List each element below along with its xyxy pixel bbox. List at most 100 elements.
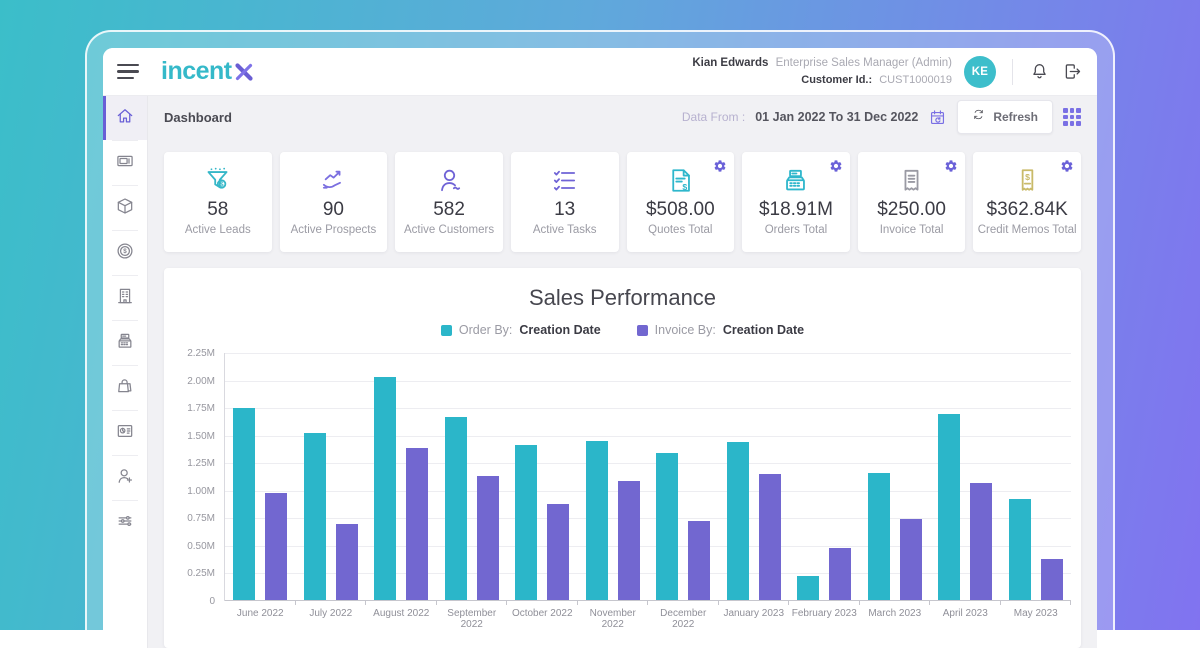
legend-prefix: Order By: [459,323,513,337]
kpi-value: $508.00 [627,199,735,221]
bar-group-may-2023 [1001,353,1072,601]
x-tick-label: April 2023 [930,601,1001,630]
grid-apps-icon[interactable] [1063,108,1081,126]
x-tick-label: February 2023 [789,601,860,630]
bar[interactable] [515,445,537,602]
bar[interactable] [586,441,608,601]
bar[interactable] [445,417,467,601]
crm-card-icon [115,151,135,176]
svg-text:$: $ [682,181,687,191]
x-tick-label: May 2023 [1001,601,1072,630]
sidebar-item-building[interactable] [103,276,147,320]
date-from-label: Data From : [682,110,745,124]
x-tick-label: June 2022 [225,601,296,630]
date-range-value[interactable]: 01 Jan 2022 To 31 Dec 2022 [755,110,918,124]
user-info: Kian Edwards Enterprise Sales Manager (A… [692,55,952,89]
bar-group-march-2023 [860,353,931,601]
sidebar-item-package[interactable] [103,186,147,230]
bar[interactable] [406,448,428,601]
bar[interactable] [618,481,640,601]
legend-value: Creation Date [519,323,600,337]
gear-icon[interactable] [944,159,958,173]
sidebar-item-report-chart[interactable] [103,411,147,455]
x-tick-label: March 2023 [860,601,931,630]
sidebar-item-dollar-coin[interactable]: $ [103,231,147,275]
customer-id-label: Customer Id.: [801,74,872,86]
app-window: incent Kian Edwards Enterprise Sales Man… [103,48,1097,648]
sidebar-item-home[interactable] [103,96,147,140]
sidebar-item-sliders[interactable] [103,501,147,545]
svg-text:$: $ [123,248,127,255]
bar[interactable] [233,408,255,601]
bar[interactable] [1009,499,1031,602]
logout-icon[interactable] [1062,61,1083,82]
gear-icon[interactable] [713,159,727,173]
bar[interactable] [900,519,922,601]
app-logo[interactable]: incent [161,57,254,86]
home-icon [115,106,135,131]
avatar[interactable]: KE [964,56,996,88]
refresh-button[interactable]: Refresh [957,100,1053,134]
shopping-bag-icon [115,376,135,401]
bar[interactable] [304,433,326,601]
bar[interactable] [797,576,819,601]
legend-item[interactable]: Order By: Creation Date [441,323,601,337]
hamburger-menu-icon[interactable] [117,64,139,80]
bar[interactable] [938,414,960,601]
bar[interactable] [759,474,781,601]
bar[interactable] [336,524,358,601]
bar[interactable] [727,442,749,601]
bar[interactable] [547,504,569,601]
bar[interactable] [829,548,851,601]
sidebar-item-crm-card[interactable] [103,141,147,185]
kpi-label: Active Customers [395,222,503,238]
kpi-value: 582 [395,199,503,221]
main-content: Dashboard Data From : 01 Jan 2022 To 31 … [148,96,1097,648]
sales-performance-card: Sales Performance Order By:Creation Date… [164,268,1081,648]
bar[interactable] [374,377,396,601]
bell-icon[interactable] [1029,61,1050,82]
gear-icon[interactable] [829,159,843,173]
x-tick-label: December 2022 [648,601,719,630]
legend-swatch [441,325,452,336]
bar[interactable] [1041,559,1063,601]
bar-group-january-2023 [719,353,790,601]
x-tick-label: January 2023 [719,601,790,630]
y-tick-label: 1.50M [187,431,215,442]
sliders-icon [115,511,135,536]
sidebar-item-cash-register[interactable] [103,321,147,365]
bar[interactable] [477,476,499,601]
customer-id-value: CUST1000019 [879,74,952,86]
bar[interactable] [265,493,287,601]
kpi-value: $362.84K [973,199,1081,221]
legend-item[interactable]: Invoice By:Creation Date [637,323,804,337]
sidebar-item-shopping-bag[interactable] [103,366,147,410]
bar-group-february-2023 [789,353,860,601]
kpi-label: Active Leads [164,222,272,238]
calendar-refresh-icon[interactable] [928,108,947,127]
dollar-coin-icon: $ [115,241,135,266]
gear-icon[interactable] [1060,159,1074,173]
hand-chart-icon [280,165,388,195]
bar[interactable] [970,483,992,601]
bar[interactable] [656,453,678,601]
logo-x-icon [234,62,254,82]
bar[interactable] [688,521,710,601]
chart-plot-area [224,353,1071,601]
checklist-icon [511,165,619,195]
sidebar-item-user-add[interactable] [103,456,147,500]
bar-group-august-2022 [366,353,437,601]
bar[interactable] [868,473,890,601]
kpi-label: Credit Memos Total [973,222,1081,238]
cash-register-icon [115,331,135,356]
